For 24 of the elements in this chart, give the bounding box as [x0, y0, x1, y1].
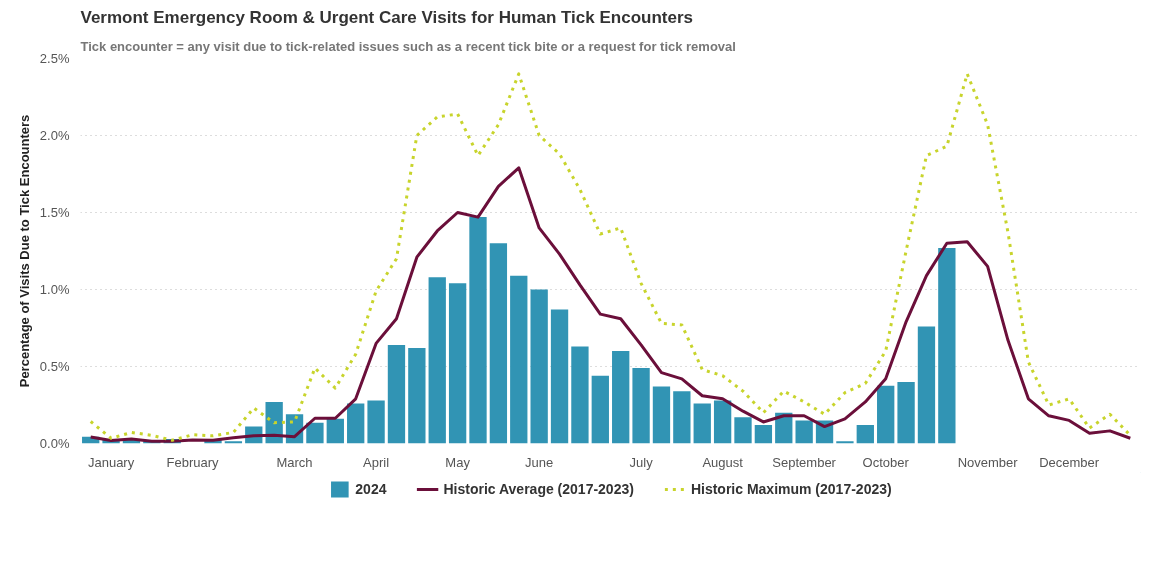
x-tick-label: April [363, 454, 390, 470]
y-tick-label: 2.5% [39, 51, 70, 66]
x-tick-label: November [957, 454, 1019, 470]
x-tick-label: March [276, 454, 313, 470]
x-tick-label: September [772, 454, 837, 470]
x-tick-label: December [1039, 454, 1100, 470]
legend-label: 2024 [355, 481, 387, 497]
y-tick-label: 1.0% [39, 282, 70, 297]
y-tick-label: 0.0% [39, 436, 70, 451]
y-axis-title: Percentage of Visits Due to Tick Encounters [16, 114, 32, 388]
x-tick-label: May [445, 454, 471, 470]
x-tick-label: October [862, 454, 910, 470]
x-tick-label: February [166, 454, 220, 470]
x-tick-label: August [702, 454, 744, 470]
x-tick-label: January [87, 454, 135, 470]
legend-label: Historic Average (2017-2023) [443, 481, 634, 497]
x-tick-label: June [525, 454, 554, 470]
chart-subtitle: Tick encounter = any visit due to tick-related issues such as a recent tick bite or a request for tick removal [80, 38, 736, 54]
y-tick-label: 0.5% [39, 359, 70, 374]
chart-title: Vermont Emergency Room & Urgent Care Visits for Human Tick Encounters [80, 7, 693, 27]
x-tick-label: July [629, 454, 654, 470]
y-tick-label: 1.5% [39, 205, 70, 220]
y-tick-label: 2.0% [39, 128, 70, 143]
legend-label: Historic Maximum (2017-2023) [690, 481, 892, 497]
